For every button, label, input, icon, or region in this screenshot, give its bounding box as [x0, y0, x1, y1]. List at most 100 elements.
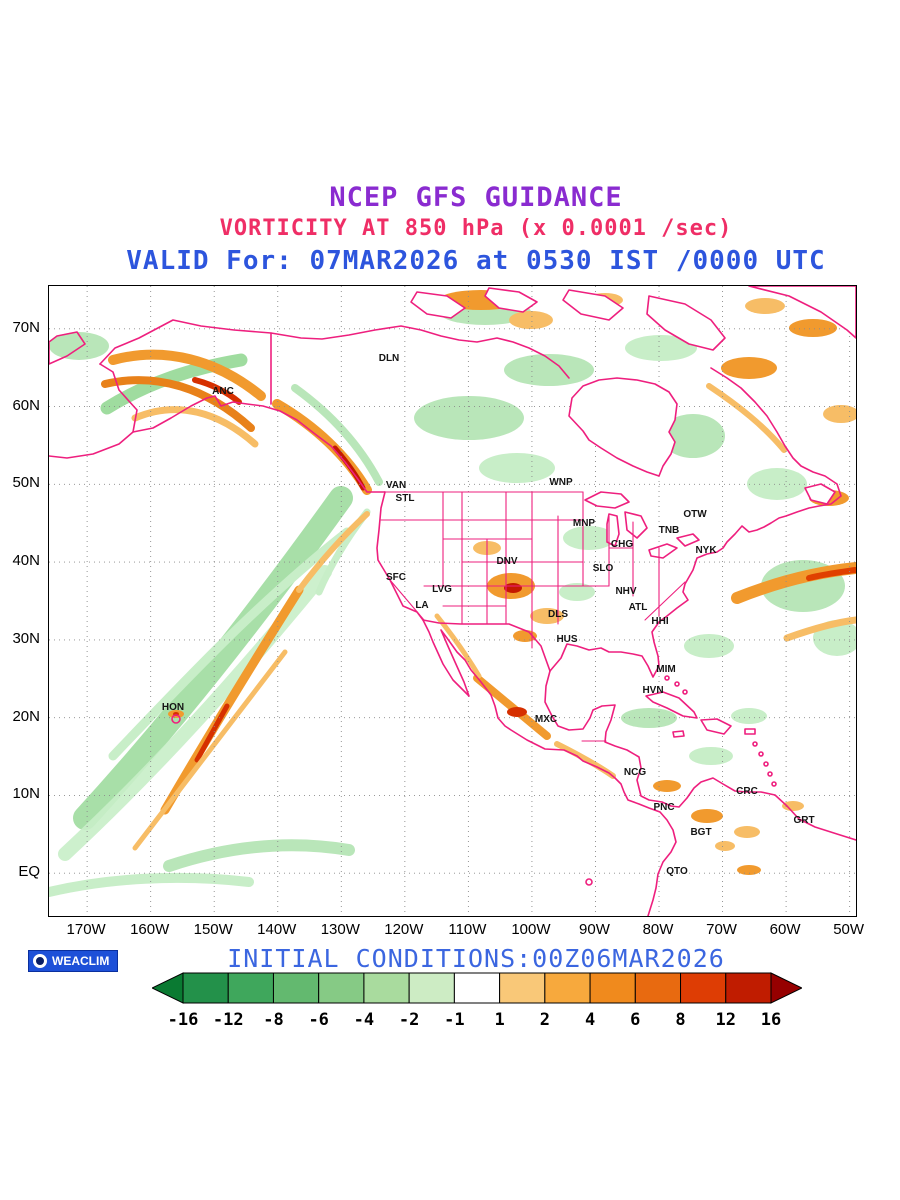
- latitude-axis: 70N 60N 50N 40N 30N 20N 10N EQ: [0, 285, 44, 915]
- island: [672, 730, 685, 738]
- great-lake: [676, 533, 700, 547]
- city-label-dln: DLN: [379, 353, 400, 364]
- colorbar-segment: [363, 972, 410, 1004]
- island: [674, 681, 680, 687]
- lat-tick-label: 20N: [12, 707, 40, 725]
- great-lake: [648, 543, 678, 559]
- lon-tick-label: 100W: [511, 921, 551, 938]
- coastline-path: [376, 491, 677, 916]
- island: [763, 761, 769, 767]
- colorbar-segment: [318, 972, 365, 1004]
- island: [484, 287, 538, 313]
- colorbar-segment: [272, 972, 320, 1004]
- border-line: [422, 619, 551, 672]
- lon-tick-label: 110W: [448, 921, 487, 938]
- colorbar-label: 2: [540, 1010, 550, 1030]
- island: [771, 781, 777, 787]
- city-label-ncg: NCG: [624, 767, 646, 778]
- city-label-mnp: MNP: [573, 518, 596, 529]
- great-lake: [606, 513, 620, 547]
- colorbar-segment: [408, 972, 455, 1004]
- lat-tick-label: 60N: [12, 396, 40, 414]
- colorbar-segment: [499, 972, 546, 1004]
- island: [664, 675, 670, 681]
- vorticity-shading: [49, 290, 856, 897]
- coastlines-borders: [49, 286, 856, 916]
- colorbar-label: -16: [168, 1010, 199, 1030]
- colorbar-label: 16: [761, 1010, 781, 1030]
- city-label-sfc: SFC: [386, 572, 406, 583]
- city-label-stl: STL: [396, 493, 415, 504]
- city-label-anc: ANC: [212, 386, 234, 397]
- colorbar-segment: [453, 972, 501, 1004]
- lon-tick-label: 130W: [320, 921, 360, 938]
- city-label-otw: OTW: [683, 509, 707, 520]
- city-label-chg: CHG: [611, 539, 633, 550]
- lon-tick-label: 120W: [384, 921, 424, 938]
- colorbar-label: -12: [213, 1010, 244, 1030]
- state-borders: [380, 491, 686, 742]
- coastline-path: [99, 319, 570, 379]
- city-label-dnv: DNV: [496, 556, 517, 567]
- lon-tick-label: 90W: [579, 921, 610, 938]
- colorbar-segment: [725, 972, 772, 1004]
- colorbar-segment: [634, 972, 682, 1004]
- city-label-van: VAN: [386, 480, 406, 491]
- page-title: NCEP GFS GUIDANCE: [329, 182, 623, 213]
- colorbar-arrow-right: [770, 972, 804, 1004]
- weaclim-logo: WEACLIM: [28, 950, 119, 972]
- city-label-crc: CRC: [736, 786, 758, 797]
- city-label-nhv: NHV: [615, 586, 636, 597]
- lon-tick-label: 60W: [769, 921, 801, 938]
- island: [645, 691, 698, 719]
- city-label-mxc: MXC: [535, 714, 557, 725]
- lat-tick-label: 50N: [12, 474, 40, 492]
- great-lake: [584, 491, 630, 509]
- city-label-dls: DLS: [548, 609, 568, 620]
- colorbar-label: -2: [399, 1010, 419, 1030]
- lon-tick-label: 80W: [642, 921, 674, 938]
- island: [767, 771, 773, 777]
- island: [758, 751, 764, 757]
- coastline-path: [544, 670, 856, 841]
- colorbar-label: -6: [308, 1010, 328, 1030]
- island: [585, 878, 593, 886]
- colorbar-segment: [544, 972, 591, 1004]
- great-lake: [624, 511, 648, 539]
- coastline-path: [49, 331, 86, 365]
- colorbar-label: 4: [585, 1010, 595, 1030]
- island: [682, 689, 688, 695]
- colorbar: -16 -12 -8 -6 -4 -2 -1 1 2 4 6 8 12 16: [150, 972, 804, 1037]
- city-label-bgt: BGT: [690, 827, 711, 838]
- colorbar-label: 8: [675, 1010, 685, 1030]
- initial-conditions-line: INITIAL CONDITIONS:00Z06MAR2026: [227, 944, 725, 973]
- valid-time-line: VALID For: 07MAR2026 at 0530 IST /0000 U…: [126, 246, 826, 276]
- island: [646, 295, 726, 351]
- colorbar-segment: [227, 972, 274, 1004]
- lat-tick-label: 30N: [12, 629, 40, 647]
- city-label-qto: QTO: [666, 866, 688, 877]
- island: [744, 728, 756, 735]
- city-label-lvg: LVG: [432, 584, 452, 595]
- city-label-pnc: PNC: [653, 802, 674, 813]
- chart-subtitle: VORTICITY AT 850 hPa (x 0.0001 /sec): [219, 216, 733, 241]
- colorbar-label: 1: [494, 1010, 504, 1030]
- colorbar-label: -1: [444, 1010, 464, 1030]
- city-label-hhi: HHI: [651, 616, 668, 627]
- city-label-hvn: HVN: [642, 685, 663, 696]
- island: [748, 286, 856, 339]
- colorbar-label: -4: [354, 1010, 374, 1030]
- lon-tick-label: 150W: [193, 921, 233, 938]
- city-label-mim: MIM: [656, 664, 675, 675]
- city-label-wnp: WNP: [549, 477, 573, 488]
- city-label-la: LA: [415, 600, 428, 611]
- colorbar-segment: [589, 972, 636, 1004]
- colorbar-segment: [680, 972, 727, 1004]
- lon-tick-label: 160W: [130, 921, 170, 938]
- island: [804, 483, 836, 505]
- longitude-axis: 170W 160W 150W 140W 130W 120W 110W 100W 90W 80W 70…: [48, 921, 865, 943]
- colorbar-label: 12: [716, 1010, 736, 1030]
